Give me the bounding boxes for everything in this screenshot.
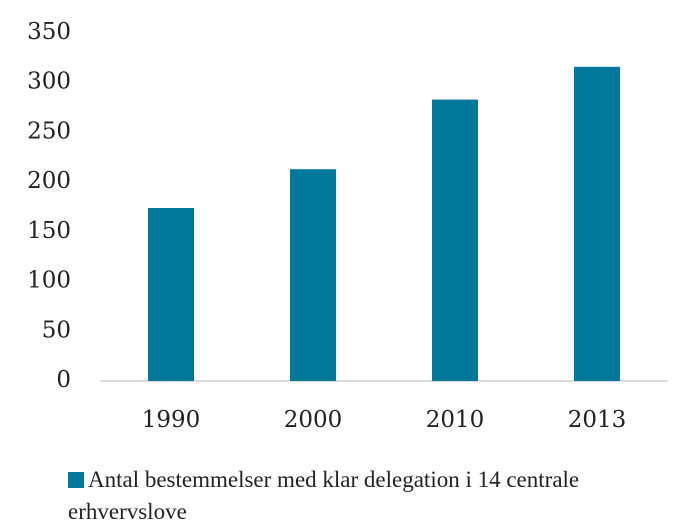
legend-swatch [68,472,84,488]
legend-label: Antal bestemmelser med klar delegation i… [68,467,580,524]
bar [148,207,194,381]
y-tick-label: 0 [56,367,71,393]
bar [574,66,620,381]
y-tick-label: 150 [27,218,71,244]
y-tick-label: 100 [27,268,71,294]
y-tick-label: 300 [27,69,71,95]
y-tick-label: 250 [27,118,71,144]
y-tick-label: 200 [27,168,71,194]
x-tick-label: 2000 [284,407,343,433]
bar [290,169,336,381]
x-tick-label: 2013 [568,407,627,433]
y-tick-label: 350 [27,19,71,45]
y-tick-label: 50 [42,317,71,343]
x-tick-label: 1990 [142,407,201,433]
legend: Antal bestemmelser med klar delegation i… [68,464,668,528]
chart: 0 50 100 150 200 250 300 350 1990 2000 2010 2013 [27,19,668,433]
x-tick-label: 2010 [426,407,485,433]
bar [432,99,478,382]
